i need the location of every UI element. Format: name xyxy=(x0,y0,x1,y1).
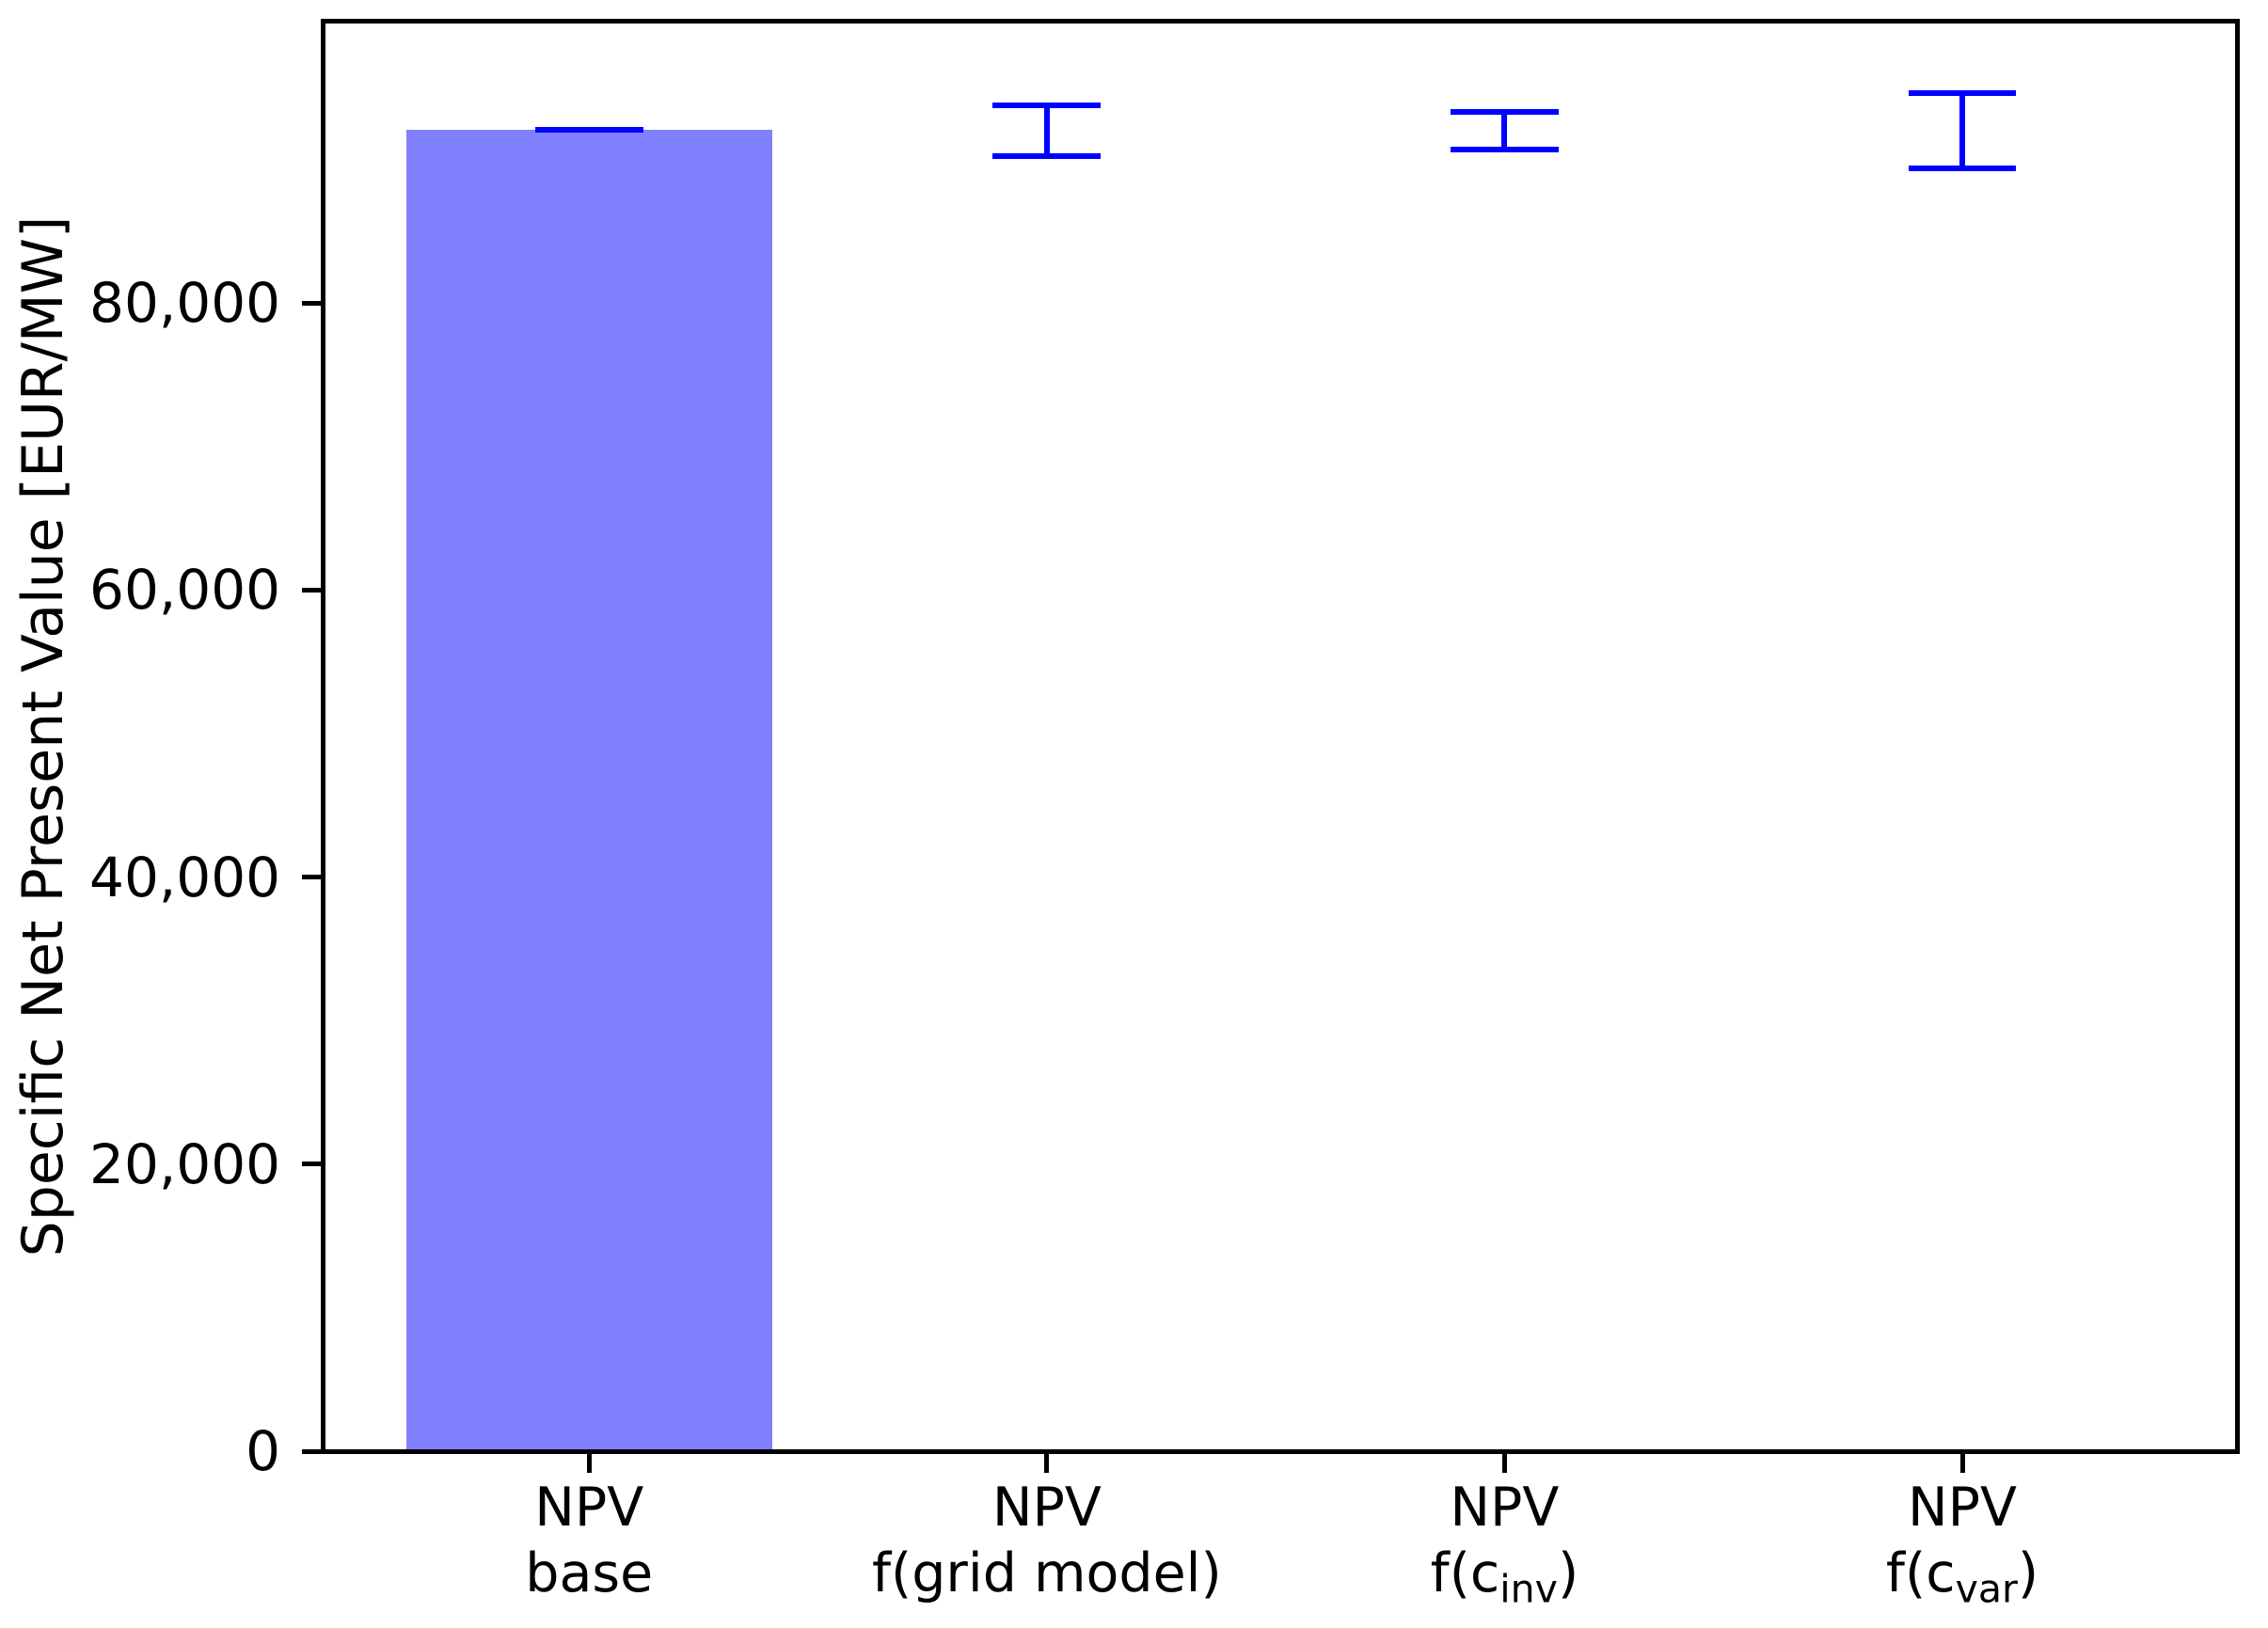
x-tick-label: NPV f(cvar) xyxy=(1727,1475,2197,1621)
y-tick xyxy=(302,1448,321,1454)
y-tick xyxy=(302,300,321,306)
error-bar-cap-bottom xyxy=(534,127,643,134)
y-tick-label: 20,000 xyxy=(89,1131,280,1196)
error-bar-cap-top xyxy=(1908,89,2017,96)
x-tick xyxy=(1044,1454,1050,1473)
error-bar-cap-bottom xyxy=(1908,166,2017,172)
y-tick-label: 40,000 xyxy=(89,845,280,909)
x-tick-label-line2: f(cvar) xyxy=(1885,1542,2039,1612)
error-bar-cap-top xyxy=(992,103,1102,109)
subscript-text: var xyxy=(1955,1566,2018,1612)
x-tick xyxy=(1501,1454,1507,1473)
y-tick xyxy=(302,875,321,880)
x-tick-label-line1: NPV xyxy=(534,1477,644,1539)
y-tick xyxy=(302,1162,321,1167)
x-tick-label-line2: f(grid model) xyxy=(871,1542,1222,1604)
error-bar-line xyxy=(1959,92,1966,169)
error-bar-cap-top xyxy=(1451,109,1559,116)
y-tick xyxy=(302,587,321,593)
error-bar-line xyxy=(1501,112,1508,150)
x-tick xyxy=(586,1454,592,1473)
error-bar-line xyxy=(1043,105,1050,156)
x-tick-label: NPV f(cinv) xyxy=(1269,1475,1739,1621)
x-tick-label: NPV base xyxy=(354,1475,824,1606)
error-bar-cap-bottom xyxy=(1451,146,1559,152)
error-bar-cap-bottom xyxy=(992,152,1102,159)
y-tick-label: 80,000 xyxy=(89,271,280,336)
x-tick-label-line2: base xyxy=(525,1542,654,1604)
plot-area xyxy=(302,19,2240,1473)
bar xyxy=(405,130,772,1451)
x-tick-label-line1: NPV xyxy=(1450,1477,1560,1539)
subscript-text: inv xyxy=(1499,1566,1558,1612)
x-tick xyxy=(1959,1454,1965,1473)
x-tick-label: NPV f(grid model) xyxy=(812,1475,1282,1606)
x-tick-label-line1: NPV xyxy=(991,1477,1102,1539)
y-tick-label: 0 xyxy=(246,1419,280,1483)
y-axis-label: Specific Net Present Value [EUR/MW] xyxy=(10,215,76,1257)
x-tick-label-line2: f(cinv) xyxy=(1430,1542,1579,1612)
y-tick-label: 60,000 xyxy=(89,558,280,623)
x-tick-label-line1: NPV xyxy=(1908,1477,2018,1539)
